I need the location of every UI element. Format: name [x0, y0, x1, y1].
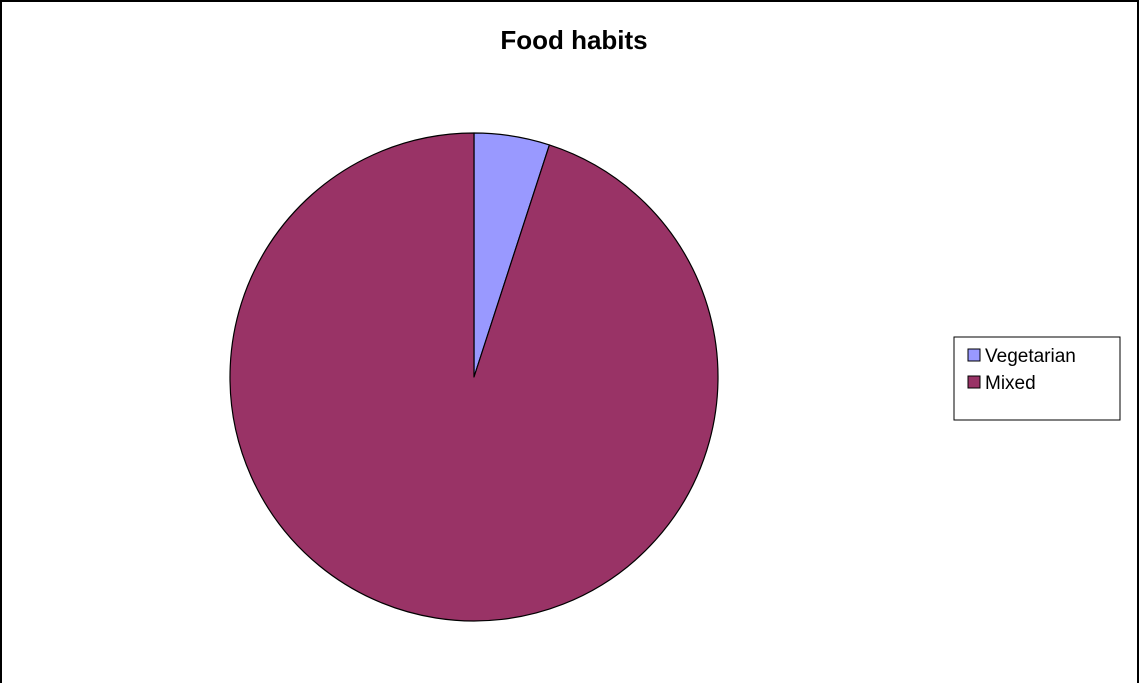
legend: Vegetarian Mixed: [953, 336, 1121, 421]
pie-plot: [229, 132, 719, 622]
legend-swatch-vegetarian: [967, 348, 981, 362]
legend-label-mixed: Mixed: [985, 373, 1036, 394]
pie-slice-mixed: [229, 132, 719, 622]
legend-label-vegetarian: Vegetarian: [985, 346, 1076, 367]
chart-title: Food habits: [500, 25, 647, 55]
legend-box: [953, 336, 1121, 421]
legend-swatch-mixed: [967, 375, 981, 389]
